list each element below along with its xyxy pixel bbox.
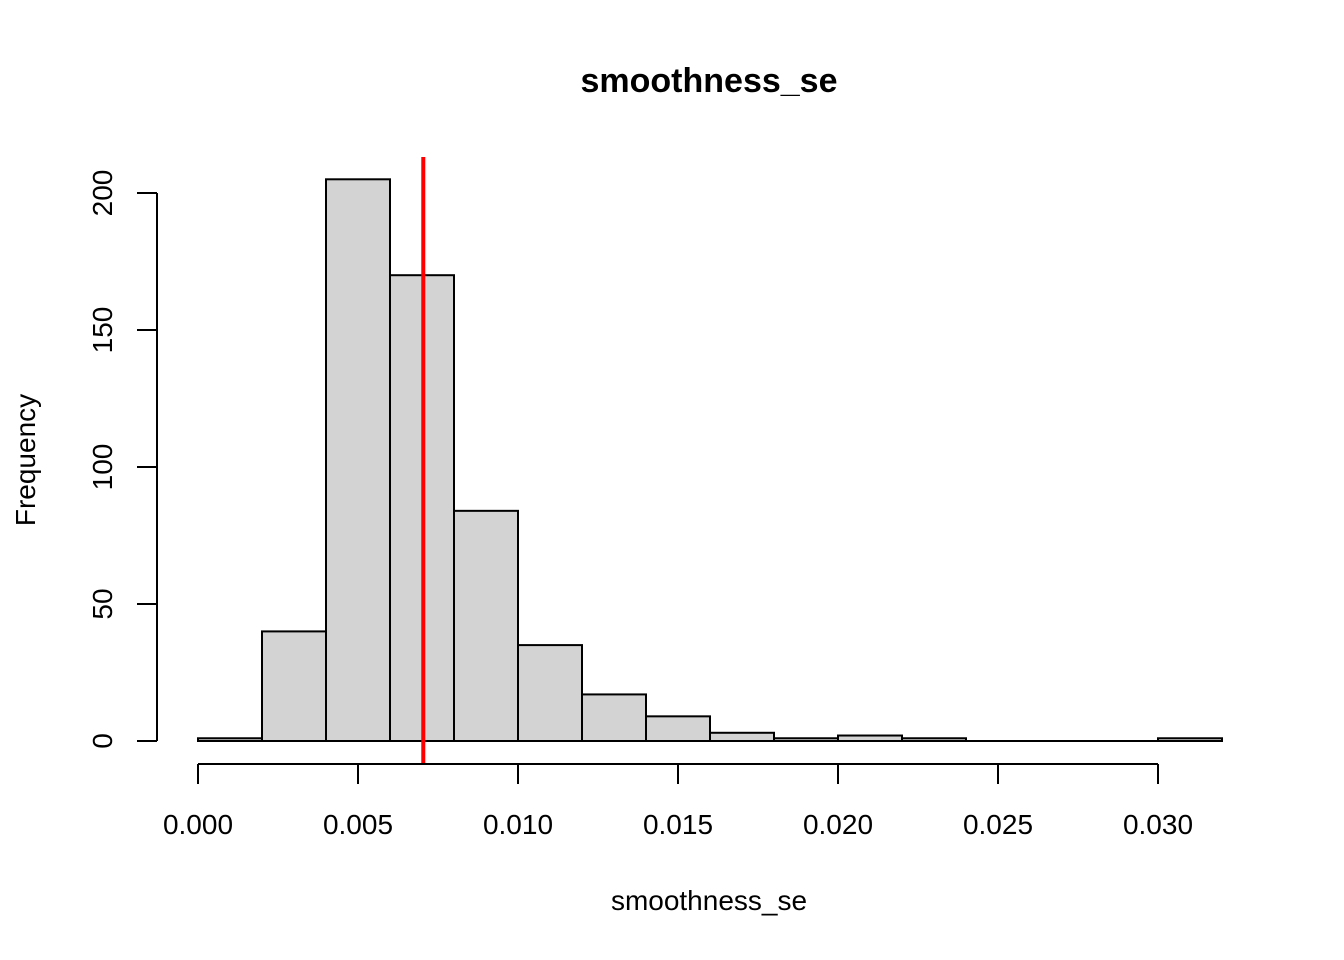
y-tick-label: 100 xyxy=(87,444,118,491)
histogram-bar xyxy=(581,693,647,742)
histogram-bar xyxy=(645,715,711,743)
y-tick-label: 150 xyxy=(87,307,118,354)
histogram-bar xyxy=(773,737,839,743)
histogram-bar xyxy=(261,630,327,743)
y-tick-label: 0 xyxy=(87,733,118,749)
x-axis-label: smoothness_se xyxy=(611,885,807,916)
x-tick-label: 0.025 xyxy=(963,809,1033,840)
histogram-bar xyxy=(453,509,519,742)
y-axis-label: Frequency xyxy=(10,394,41,526)
x-tick-label: 0.000 xyxy=(163,809,233,840)
histogram-bar xyxy=(901,737,967,743)
x-tick-label: 0.030 xyxy=(1123,809,1193,840)
histogram-bar xyxy=(1157,737,1223,743)
y-axis: 0 50 100 150 200 xyxy=(87,170,158,749)
histogram-bar xyxy=(325,178,391,743)
x-tick-label: 0.020 xyxy=(803,809,873,840)
x-axis: 0.000 0.005 0.010 0.015 0.020 0.025 0.030 xyxy=(163,763,1193,840)
bars-group xyxy=(197,178,1223,743)
histogram-bar xyxy=(517,644,583,742)
histogram-bar xyxy=(197,737,263,743)
y-tick-label: 200 xyxy=(87,170,118,217)
y-tick-label: 50 xyxy=(87,588,118,619)
chart-title: smoothness_se xyxy=(581,62,838,100)
histogram-bar xyxy=(837,734,903,743)
x-tick-label: 0.015 xyxy=(643,809,713,840)
histogram-bar xyxy=(709,731,775,743)
x-tick-label: 0.010 xyxy=(483,809,553,840)
x-tick-label: 0.005 xyxy=(323,809,393,840)
